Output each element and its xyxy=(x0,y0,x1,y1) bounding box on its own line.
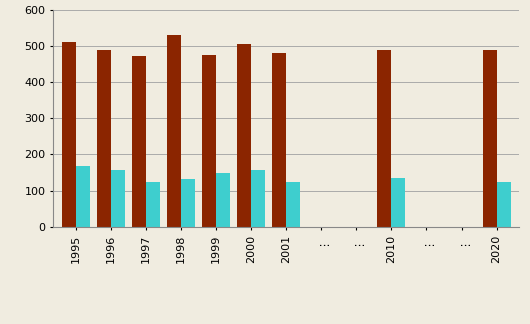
Bar xyxy=(286,182,300,227)
Bar xyxy=(76,167,90,227)
Bar xyxy=(272,53,286,227)
Bar xyxy=(97,50,111,227)
Bar xyxy=(216,173,230,227)
Bar xyxy=(202,54,216,227)
Bar xyxy=(181,179,195,227)
Bar xyxy=(146,181,160,227)
Bar xyxy=(111,170,125,227)
Bar xyxy=(62,42,76,227)
Bar xyxy=(497,182,510,227)
Bar xyxy=(377,50,391,227)
Bar xyxy=(391,178,405,227)
Bar xyxy=(167,35,181,227)
Bar xyxy=(237,44,251,227)
Bar xyxy=(251,170,265,227)
Bar xyxy=(483,50,497,227)
Bar xyxy=(132,56,146,227)
